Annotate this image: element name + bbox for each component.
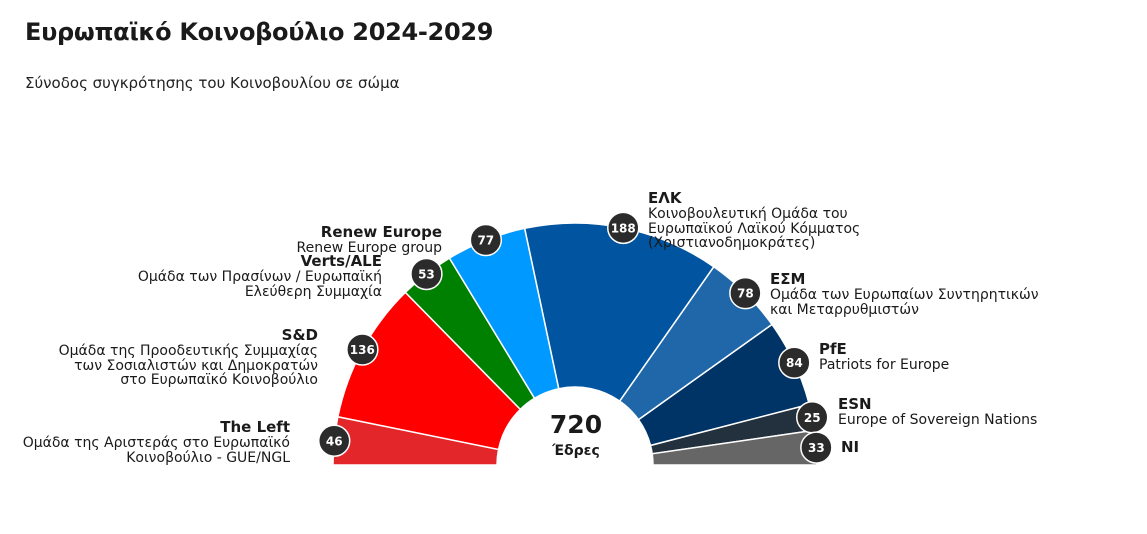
seat-count-label: 188 (611, 221, 636, 235)
seat-badge-circle (778, 346, 811, 379)
group-full-name-line: (Χριστιανοδημοκράτες) (648, 235, 816, 251)
total-seats-value: 720 (549, 410, 603, 439)
group-full-name-line: και Μεταρρυθμιστών (770, 301, 919, 318)
seat-count-label: 46 (326, 434, 343, 448)
seat-badge-circle (346, 333, 379, 366)
chart-subtitle: Σύνοδος συγκρότησης του Κοινοβουλίου σε … (25, 74, 400, 92)
group-short-name: ΕΛΚ (648, 189, 682, 207)
group-full-name-line: Ομάδα της Αριστεράς στο Ευρωπαϊκό (22, 435, 290, 451)
group-short-name: Verts/ALE (300, 252, 382, 270)
slice-ελκ (523, 222, 715, 403)
group-full-name-line: Renew Europe group (296, 240, 442, 256)
seat-badge-circle (469, 223, 503, 257)
seat-count-label: 25 (804, 411, 821, 425)
seat-badge: 136 (346, 333, 379, 366)
seat-count-label: 77 (477, 234, 494, 248)
group-short-name: Renew Europe (320, 223, 442, 241)
slice-s-d (336, 291, 522, 451)
group-full-name-line: Europe of Sovereign Nations (838, 412, 1038, 428)
seat-badge: 78 (729, 276, 762, 310)
group-full-name-line: Κοινοβούλιο - GUE/NGL (126, 449, 290, 466)
seat-badge-circle (606, 211, 640, 245)
legend-label-s-d: S&D Ομάδα της Προοδευτικής Συμμαχίας των Σ… (59, 327, 318, 388)
group-full-name-line: των Σοσιαλιστών και Δημοκρατών (74, 357, 318, 374)
group-short-name: ΕΣΜ (770, 270, 806, 288)
seat-badge: 33 (800, 431, 833, 464)
group-full-name-line: Ομάδα της Προοδευτικής Συμμαχίας (58, 343, 318, 359)
seat-badge-circle (800, 431, 833, 464)
total-seats-label: Έδρες (552, 443, 600, 459)
group-short-name: PfE (819, 340, 847, 358)
seat-count-label: 84 (786, 356, 803, 370)
seat-badge: 46 (317, 424, 351, 458)
seat-badge: 25 (795, 401, 829, 434)
seat-badge-circle (729, 276, 762, 310)
group-full-name-line: Ελεύθερη Συμμαχία (244, 283, 382, 300)
group-short-name: ESN (838, 395, 872, 413)
group-full-name-line: Ευρωπαϊκού Λαϊκού Κόμματος (648, 220, 861, 237)
legend-label-εσμ: ΕΣΜ Ομάδα των Ευρωπαίων Συντηρητικών και Μ… (770, 271, 1039, 317)
legend-label-esn: ESN Europe of Sovereign Nations (838, 396, 1037, 428)
legend-label-verts-ale: Verts/ALE Ομάδα των Πρασίνων / Ευρωπαϊκή Ε… (138, 253, 382, 299)
group-short-name: NI (841, 438, 860, 456)
group-full-name-line: στο Ευρωπαϊκό Κοινοβούλιο (120, 372, 318, 388)
group-full-name-line: Ομάδα των Πρασίνων / Ευρωπαϊκή (137, 269, 382, 285)
group-short-name: The Left (220, 418, 290, 436)
legend-label-ni: NI (841, 439, 859, 456)
chart-title: Ευρωπαϊκό Κοινοβούλιο 2024-2029 (25, 18, 494, 46)
seat-badge: 53 (410, 257, 443, 291)
legend-label-renew-europe: Renew Europe Renew Europe group (297, 224, 442, 256)
legend-label-pfe: PfE Patriots for Europe (819, 341, 949, 373)
seat-count-label: 53 (418, 267, 435, 281)
seat-badge-circle (410, 257, 443, 291)
seat-count-label: 33 (808, 441, 825, 455)
legend-label-ελκ: ΕΛΚ Κοινοβουλευτική Ομάδα του Ευρωπαϊκού Λ… (648, 190, 860, 251)
seat-badge-circle (317, 424, 351, 458)
seat-badge: 188 (606, 211, 640, 245)
seat-badge: 84 (778, 346, 811, 379)
group-full-name-line: Ομάδα των Ευρωπαίων Συντηρητικών (770, 287, 1039, 303)
group-short-name: S&D (281, 326, 318, 344)
legend-label-the-left: The Left Ομάδα της Αριστεράς στο Ευρωπαϊκ… (23, 419, 290, 465)
seat-badge: 77 (469, 223, 503, 257)
total-seats: 720 Έδρες (526, 410, 626, 459)
group-full-name-line: Κοινοβουλευτική Ομάδα του (648, 206, 848, 222)
seat-count-label: 136 (350, 343, 375, 357)
group-full-name-line: Patriots for Europe (819, 357, 950, 373)
seat-count-label: 78 (737, 287, 754, 301)
